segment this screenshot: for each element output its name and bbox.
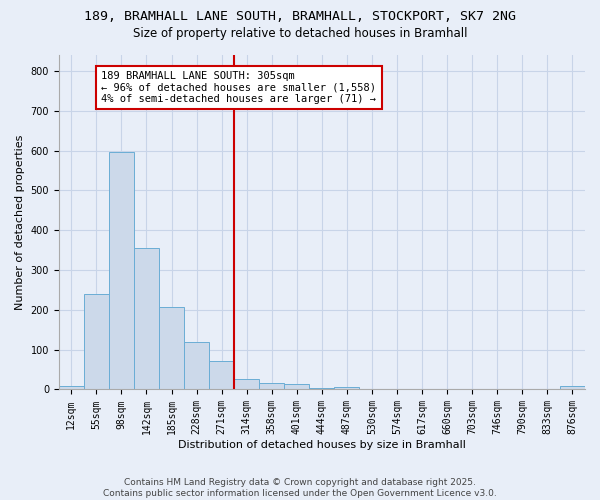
Bar: [334, 388, 359, 390]
Bar: [184, 342, 209, 390]
Bar: [59, 386, 84, 390]
Text: 189, BRAMHALL LANE SOUTH, BRAMHALL, STOCKPORT, SK7 2NG: 189, BRAMHALL LANE SOUTH, BRAMHALL, STOC…: [84, 10, 516, 23]
Bar: [159, 307, 184, 390]
Text: Contains HM Land Registry data © Crown copyright and database right 2025.
Contai: Contains HM Land Registry data © Crown c…: [103, 478, 497, 498]
Y-axis label: Number of detached properties: Number of detached properties: [15, 134, 25, 310]
Bar: [234, 378, 259, 390]
Bar: [560, 386, 585, 390]
Bar: [84, 294, 109, 390]
Bar: [134, 248, 159, 390]
Bar: [109, 152, 134, 390]
Bar: [310, 388, 334, 390]
Bar: [209, 361, 234, 390]
Text: 189 BRAMHALL LANE SOUTH: 305sqm
← 96% of detached houses are smaller (1,558)
4% : 189 BRAMHALL LANE SOUTH: 305sqm ← 96% of…: [101, 71, 376, 104]
Bar: [284, 384, 310, 390]
Bar: [259, 382, 284, 390]
X-axis label: Distribution of detached houses by size in Bramhall: Distribution of detached houses by size …: [178, 440, 466, 450]
Text: Size of property relative to detached houses in Bramhall: Size of property relative to detached ho…: [133, 28, 467, 40]
